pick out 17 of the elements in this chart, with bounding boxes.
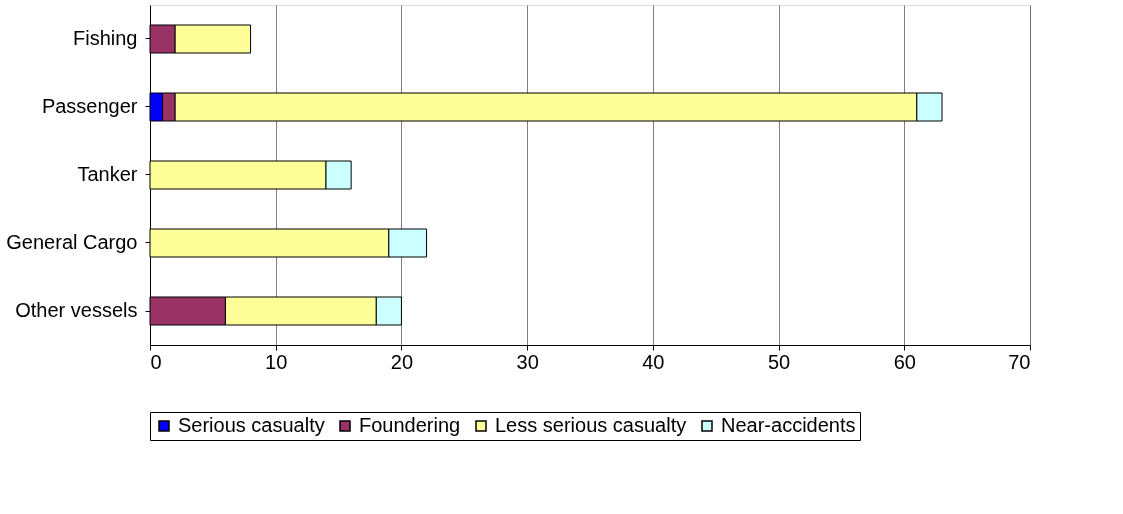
x-tick-label: 60 — [893, 350, 916, 373]
y-tick-label: Tanker — [77, 163, 138, 185]
legend-label: Serious casualty — [178, 414, 325, 436]
legend-label: Near-accidents — [721, 414, 856, 436]
y-tick-label: Fishing — [73, 27, 138, 49]
x-tick-label: 50 — [767, 350, 791, 373]
legend-label: Foundering — [359, 414, 461, 436]
x-tick-label: 30 — [516, 350, 539, 373]
x-tick-label: 10 — [265, 350, 288, 373]
x-tick-label: 70 — [1008, 350, 1031, 373]
x-tick-label: 0 — [150, 350, 162, 373]
y-tick-label: Other vessels — [15, 299, 138, 321]
y-tick-label: General Cargo — [6, 231, 138, 253]
x-tick-label: 20 — [390, 350, 414, 373]
legend-label: Less serious casualty — [495, 414, 687, 436]
y-tick-label: Passenger — [41, 95, 138, 117]
x-tick-label: 40 — [642, 350, 665, 373]
